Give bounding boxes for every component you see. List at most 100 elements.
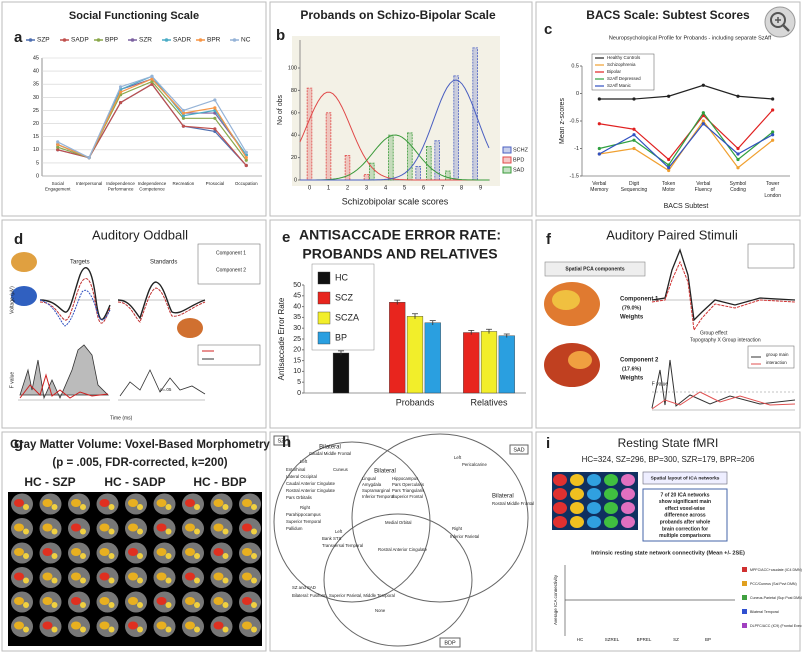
activation bbox=[185, 499, 195, 507]
x-tick-label: Recreation bbox=[173, 181, 195, 186]
ica-map bbox=[604, 488, 618, 500]
activation bbox=[185, 572, 195, 581]
activation bbox=[213, 523, 224, 532]
ica-map bbox=[553, 474, 567, 486]
panel-text: None bbox=[375, 608, 386, 613]
legend-swatch bbox=[28, 38, 33, 42]
activation bbox=[51, 553, 58, 559]
activation bbox=[80, 577, 86, 584]
point bbox=[213, 116, 217, 120]
legend-swatch bbox=[742, 623, 747, 628]
error-bar bbox=[429, 320, 436, 325]
panel-text: Component 1 bbox=[216, 250, 246, 256]
x-tick-label: Digit Sequencing bbox=[621, 181, 648, 193]
point bbox=[632, 138, 636, 142]
point bbox=[597, 97, 601, 101]
point bbox=[667, 157, 671, 162]
y-tick-label: 0 bbox=[576, 91, 579, 97]
activation bbox=[165, 602, 172, 608]
point bbox=[736, 157, 740, 162]
panel-text: Weights bbox=[620, 315, 644, 321]
y-axis-label: Mean z-scores bbox=[559, 98, 566, 144]
activation bbox=[23, 528, 29, 535]
panel-text: Resting State fMRI bbox=[618, 436, 719, 450]
activation bbox=[51, 626, 58, 633]
activation bbox=[42, 621, 53, 630]
ica-map bbox=[587, 488, 601, 500]
activation bbox=[251, 553, 257, 559]
x-tick-label: Independence Competence bbox=[138, 181, 167, 192]
point bbox=[150, 74, 154, 78]
x-axis-label: Schizobipolar scale scores bbox=[342, 196, 449, 206]
point bbox=[771, 133, 775, 137]
panel-text: Caudal Middle Frontal bbox=[309, 451, 351, 456]
legend-label: BP bbox=[335, 332, 347, 342]
activation bbox=[51, 577, 58, 584]
activation bbox=[185, 621, 195, 630]
panel-text: interaction bbox=[766, 360, 787, 365]
y-tick-label: 60 bbox=[291, 110, 297, 116]
panel-text: (79.0%) bbox=[622, 305, 641, 311]
y-tick-label: -1.5 bbox=[570, 173, 579, 179]
point bbox=[632, 97, 636, 101]
brain-slices bbox=[11, 493, 261, 637]
legend-label: SzAff Manic bbox=[607, 83, 632, 88]
legend-label: SADP bbox=[71, 37, 89, 44]
point bbox=[150, 80, 154, 84]
point bbox=[736, 166, 740, 170]
activation bbox=[71, 621, 81, 630]
activation bbox=[42, 548, 53, 556]
activation bbox=[185, 597, 195, 605]
zoom-button[interactable] bbox=[764, 6, 796, 38]
fit-curve bbox=[299, 134, 490, 181]
y-tick-label: 5 bbox=[36, 160, 39, 166]
venn-diagram bbox=[273, 433, 529, 648]
activation bbox=[251, 528, 257, 535]
error-bar bbox=[503, 333, 510, 338]
activation bbox=[71, 499, 81, 507]
panel-text: Auditory Oddball bbox=[92, 227, 188, 242]
panel-text: f bbox=[546, 231, 552, 248]
activation bbox=[51, 504, 58, 510]
activation bbox=[14, 597, 24, 605]
activation bbox=[222, 553, 229, 559]
bar bbox=[306, 87, 313, 181]
activation bbox=[242, 523, 252, 532]
legend-label: BPR bbox=[207, 37, 221, 44]
panel-text: Auditory Paired Stimuli bbox=[606, 227, 738, 242]
point bbox=[87, 156, 91, 160]
activation bbox=[156, 548, 167, 556]
legend-swatch bbox=[742, 567, 747, 572]
panel-text: show significant main bbox=[659, 499, 711, 505]
panel-text: brain correction for bbox=[662, 526, 708, 532]
activation bbox=[108, 626, 115, 633]
activation bbox=[137, 577, 143, 584]
panel-text: Component 1 bbox=[620, 297, 659, 303]
chart-subtitle: Neuropsychological Profile for Probands … bbox=[609, 35, 772, 41]
panel-text: multiple comparisons bbox=[659, 533, 711, 539]
x-tick-label: Token Motor bbox=[662, 181, 676, 193]
panel-text: Pericalcarine bbox=[462, 462, 487, 467]
activation bbox=[108, 577, 115, 584]
activation bbox=[128, 499, 138, 507]
legend-swatch bbox=[164, 38, 169, 42]
point bbox=[181, 108, 186, 113]
panel-text: (p = .005, FDR-corrected, k=200) bbox=[52, 457, 227, 469]
legend-label: SZP bbox=[37, 37, 50, 44]
y-tick-label: 40 bbox=[293, 303, 301, 310]
activation bbox=[222, 504, 229, 510]
legend-swatch bbox=[502, 156, 512, 164]
y-tick-label: 30 bbox=[293, 325, 301, 332]
point bbox=[150, 77, 154, 81]
point bbox=[771, 130, 775, 134]
activation bbox=[165, 577, 172, 584]
y-tick-label: 5 bbox=[297, 379, 301, 386]
bar bbox=[389, 302, 406, 394]
legend-label: BPD bbox=[513, 157, 524, 163]
activation bbox=[99, 572, 110, 581]
legend-label: Schizophrenia bbox=[607, 62, 636, 67]
error-bar bbox=[338, 350, 344, 356]
legend-swatch bbox=[96, 38, 101, 42]
panel-text: Right bbox=[452, 526, 463, 531]
